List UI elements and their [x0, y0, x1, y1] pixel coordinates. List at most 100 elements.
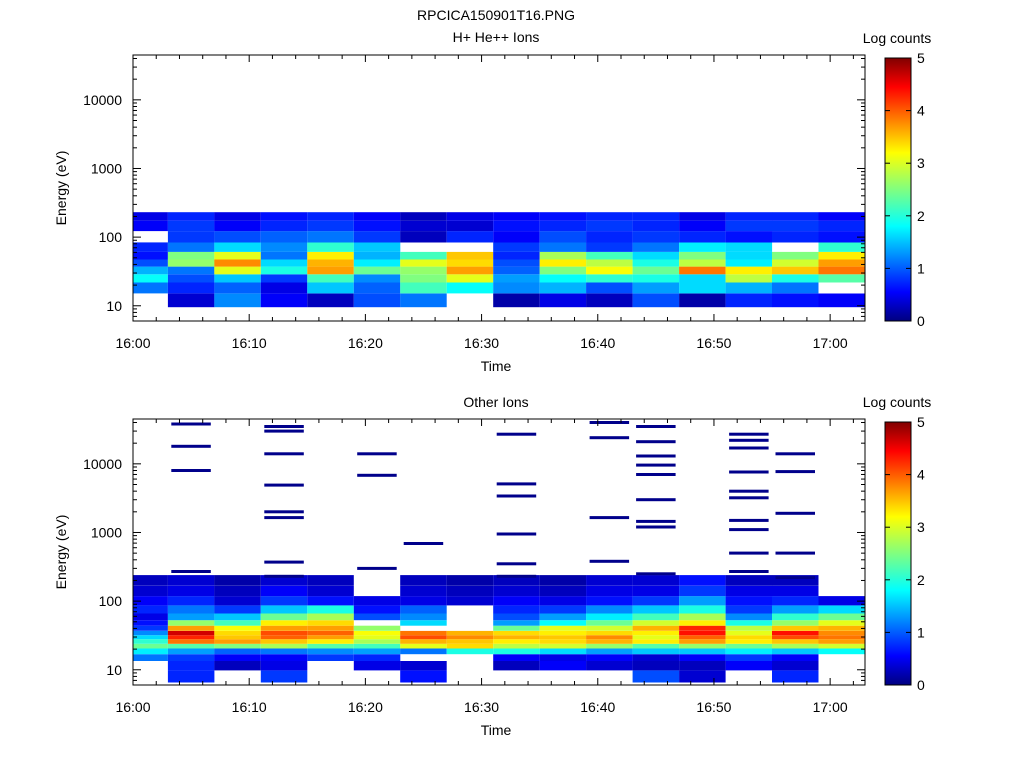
- colorbar-tick-label: 3: [917, 155, 925, 171]
- heatmap-cell: [586, 613, 633, 621]
- heatmap-cell: [818, 251, 865, 260]
- heatmap-cell: [400, 282, 447, 294]
- heatmap-cell: [539, 605, 587, 614]
- heatmap-cell: [772, 274, 819, 283]
- heatmap-cell: [679, 575, 726, 586]
- heatmap-cell: [167, 274, 215, 283]
- colorbar-tick-label: 4: [917, 467, 925, 483]
- heatmap-cell: [493, 613, 540, 621]
- heatmap-cell: [632, 251, 680, 260]
- heatmap-cell: [353, 282, 401, 294]
- heatmap-cell: [307, 251, 354, 260]
- heatmap-cell: [133, 654, 168, 661]
- panel-other-ions: Other Ions 16:00 16:10 16:20 16:30 16:40 16:5…: [53, 394, 931, 738]
- heatmap-cell: [539, 648, 587, 655]
- heatmap-cell: [586, 635, 633, 640]
- heatmap-cell: [632, 231, 680, 243]
- axes: 16:00 16:10 16:20 16:30 16:40 16:50 17:00 10 100…: [83, 419, 865, 715]
- heatmap-cell: [772, 613, 819, 621]
- heatmap-cell: [214, 643, 261, 649]
- heatmap-cell: [772, 575, 819, 586]
- heatmap-cell: [539, 635, 587, 640]
- heatmap-cell: [725, 282, 773, 294]
- heatmap-cell: [400, 643, 447, 649]
- heatmap-cell: [446, 648, 494, 655]
- heatmap-cell: [632, 220, 680, 232]
- colorbar-gradient: [884, 57, 912, 322]
- heatmap-cell: [818, 643, 865, 649]
- heatmap-line: [729, 528, 769, 532]
- heatmap-cell: [446, 643, 494, 649]
- heatmap-cell: [307, 231, 354, 243]
- heatmap-cell: [400, 251, 447, 260]
- heatmap-cell: [539, 620, 587, 626]
- heatmap-line: [729, 570, 769, 573]
- colorbar-tick-label: 2: [917, 208, 925, 224]
- heatmap-cell: [493, 251, 540, 260]
- heatmap-line: [264, 560, 304, 564]
- heatmap-cell: [446, 575, 494, 586]
- heatmap-cell: [586, 242, 633, 252]
- heatmap-cell: [307, 648, 354, 655]
- y-tick-label: 100: [99, 229, 123, 245]
- figure-title: RPCICA150901T16.PNG: [417, 7, 575, 23]
- x-tick-label: 16:30: [464, 335, 499, 351]
- heatmap-cell: [214, 620, 261, 626]
- heatmap-cell: [260, 274, 308, 283]
- heatmap-cell: [214, 282, 261, 294]
- colorbar-tick-label: 0: [917, 677, 925, 693]
- colorbar-ticks: 0 1 2 3 4 5: [885, 414, 925, 693]
- x-tick-label: 16:20: [348, 335, 383, 351]
- heatmap-cell: [679, 661, 726, 671]
- heatmap-cell: [167, 630, 215, 636]
- heatmap-line: [264, 574, 304, 578]
- heatmap-cell: [632, 630, 680, 636]
- heatmap-cell: [133, 596, 168, 606]
- heatmap-cell: [772, 585, 819, 597]
- heatmap-cell: [725, 231, 773, 243]
- heatmap-cell: [772, 259, 819, 267]
- heatmap-cell: [679, 212, 726, 221]
- heatmap-cell: [818, 613, 865, 621]
- heatmap-cell: [353, 630, 401, 636]
- heatmap-cell: [493, 274, 540, 283]
- colorbar-tick-label: 5: [917, 414, 925, 430]
- heatmap-cell: [725, 630, 773, 636]
- heatmap-cell: [167, 635, 215, 640]
- heatmap-line: [729, 518, 769, 522]
- heatmap-cell: [400, 630, 447, 636]
- heatmap-cell: [446, 639, 494, 644]
- heatmap-cell: [353, 596, 401, 606]
- heatmap-line: [264, 483, 304, 487]
- heatmap-cell: [632, 242, 680, 252]
- heatmap-cell: [725, 643, 773, 649]
- heatmap-cell: [493, 643, 540, 649]
- heatmap-cell: [632, 661, 680, 671]
- heatmap-cell: [133, 648, 168, 655]
- heatmap-cell: [493, 212, 540, 221]
- heatmap-cell: [725, 266, 773, 275]
- heatmap-cell: [725, 242, 773, 252]
- heatmap-cell: [679, 625, 726, 631]
- colorbar: Log counts 0 1 2 3 4 5: [863, 30, 932, 329]
- heatmap-cell: [679, 643, 726, 649]
- heatmap-cell: [446, 220, 494, 232]
- heatmap-cell: [307, 643, 354, 649]
- heatmap-cell: [632, 670, 680, 683]
- heatmap-cell: [400, 259, 447, 267]
- heatmap-cell: [632, 212, 680, 221]
- heatmap-cell: [307, 585, 354, 597]
- colorbar-tick-label: 2: [917, 572, 925, 588]
- heatmap-cell: [260, 654, 308, 661]
- heatmap-cell: [353, 613, 401, 621]
- heatmap-cell: [167, 220, 215, 232]
- x-tick-label: 16:10: [232, 699, 267, 715]
- heatmap-cells: [133, 421, 865, 683]
- heatmap-cell: [133, 639, 168, 644]
- heatmap-cell: [214, 242, 261, 252]
- colorbar-tick-label: 1: [917, 624, 925, 640]
- heatmap-line: [729, 489, 769, 493]
- heatmap-cell: [214, 259, 261, 267]
- heatmap-cell: [167, 596, 215, 606]
- y-axis-label: Energy (eV): [53, 515, 69, 590]
